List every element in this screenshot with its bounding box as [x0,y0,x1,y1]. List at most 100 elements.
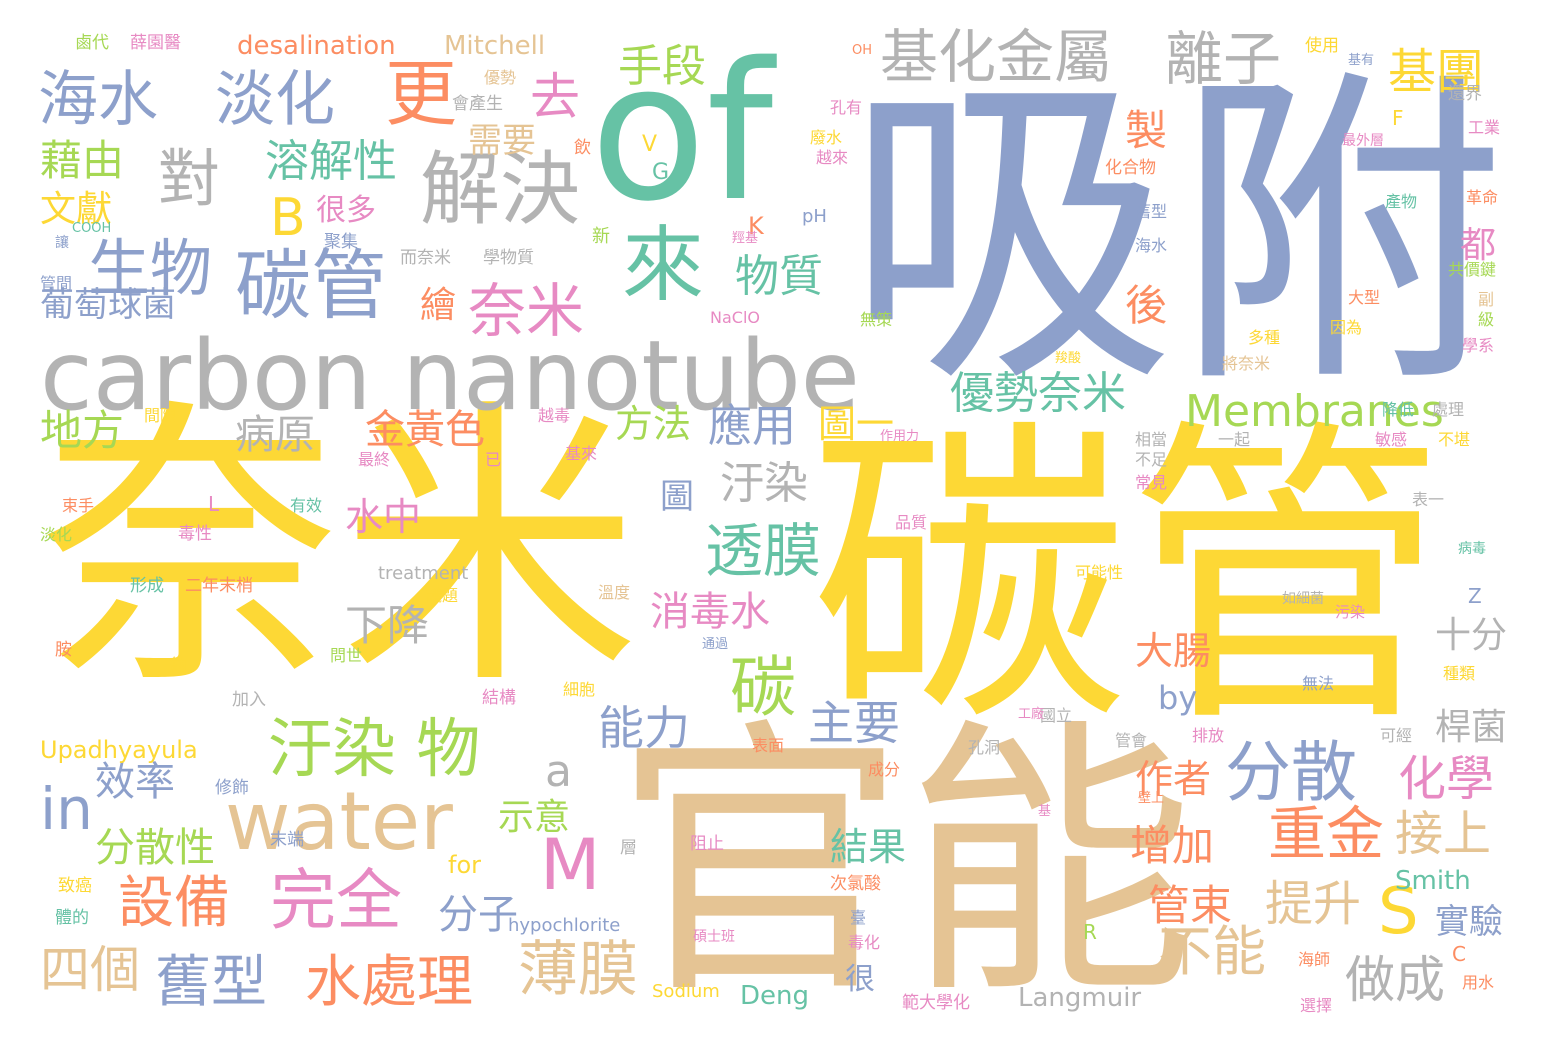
word-result: 結果 [830,825,907,869]
word-possibility: 可能性 [1075,563,1124,582]
word-structure: 結構 [482,688,516,708]
word-membranes: Membranes [1185,386,1444,437]
word-heavy-metal: 重金 [1268,800,1385,868]
word-helpless: 束手 [62,496,95,515]
word-sensitive: 敏感 [1375,430,1408,449]
word-process: 處理 [1432,400,1465,419]
word-ability: 能力 [598,701,690,755]
word-poisoning: 毒化 [848,933,881,952]
word-pass: 通過 [702,637,729,652]
word-put-nano: 將奈米 [1222,354,1271,373]
word-dispersibility: 分散性 [95,825,215,871]
word-nano-main: 奈米 [40,375,640,724]
word-naclo: NaClO [710,308,760,327]
word-r: R [1083,920,1097,944]
word-department: 學系 [1462,336,1495,355]
word-halo: 鹵代 [75,33,109,53]
word-more: 更 [385,52,458,136]
word-new: 新 [592,226,610,247]
word-between-tubes: 管間 [40,274,73,293]
word-common: 常見 [1135,473,1168,492]
word-masters: 碩士班 [693,929,735,945]
word-after: 後 [1125,281,1168,330]
word-solve: 解決 [420,143,580,236]
word-national: 國立 [1040,706,1073,725]
word-main: 主要 [808,696,900,750]
word-end: 末端 [270,830,304,850]
word-treatment: treatment [378,563,469,584]
word-product: 產物 [1385,192,1418,211]
word-carbon-tube-main: 碳管 [810,394,1446,764]
word-ph: pH [802,206,827,227]
word-method: 方法 [615,402,692,446]
word-sub: 副 [1478,290,1495,309]
word-factory: 工廠 [1018,707,1045,722]
word-pores: 孔洞 [968,738,1001,757]
word-chem-substance: 學物質 [483,248,534,268]
word-application: 應用 [708,401,796,452]
word-of: of [590,22,774,243]
word-f: F [1392,106,1404,130]
word-contamination: 污染 [1335,603,1366,621]
word-advantage: 優勢 [484,68,517,87]
word-pollutant: 汙染 物 [268,713,481,787]
word-molecule: 分子 [438,892,518,938]
word-pore: 孔有 [830,98,863,117]
word-sodium-zh: 鈉 [170,656,187,676]
word-remove: 去 [530,68,580,126]
word-produce: 會產生 [452,94,503,114]
word-outermost: 最外層 [1342,133,1384,149]
word-and-nano: 而奈米 [400,248,451,268]
word-s: S [1378,875,1419,949]
word-thin-film: 薄膜 [518,935,638,1005]
word-literature: 文獻 [40,189,113,230]
word-water-use: 用水 [1462,973,1495,992]
word-via: 藉由 [40,136,125,185]
word-teacher: 海師 [1298,950,1331,969]
word-already: 已 [485,450,502,469]
word-author: 作者 [1135,757,1212,801]
word-z: Z [1468,584,1482,608]
word-wastewater: 廢水 [810,128,843,147]
word-quality: 品質 [895,513,928,532]
word-desalination: desalination [237,31,396,61]
word-functional: 官能 [615,696,1195,1033]
word-experiment: 實驗 [1435,902,1503,942]
word-oh: OH [852,43,873,58]
word-unable: 無法 [1302,674,1335,693]
word-draw: 繪 [420,285,457,326]
word-ion: 離子 [1165,25,1282,93]
word-figure: 圖 [660,477,694,517]
word-for: for [448,851,481,879]
word-by: by [1158,679,1198,717]
word-covalent: 共價鍵 [1448,260,1497,279]
word-tube-bundle: 管束 [1148,881,1233,930]
word-group: 基團 [1388,44,1485,100]
word-sodium: Sodium [652,981,720,1002]
word-in: in [40,775,93,843]
word-revolution: 革命 [1466,188,1499,207]
word-together: 一起 [1218,430,1251,449]
word-hydroxyl: 羥基 [732,231,759,246]
word-complete: 完全 [270,862,402,939]
word-has-group: 基有 [1348,53,1375,68]
word-very-2: 很 [845,962,875,997]
word-bio: 生物 [88,232,213,305]
word-no-strategy: 無策 [860,310,893,329]
word-choose: 選擇 [1300,996,1333,1015]
word-a: a [545,746,572,797]
word-prevent: 阻止 [690,834,724,854]
word-add: 加入 [232,690,266,710]
word-boundary: 還界 [1448,84,1482,104]
word-disperse: 分散 [1225,734,1357,811]
word-modify: 修飾 [215,778,249,798]
word-seawater-2: 海水 [1135,236,1168,255]
word-made-into: 做成 [1345,951,1445,1009]
word-metal: 基化金屬 [880,23,1113,91]
word-langmuir: Langmuir [1018,983,1142,1013]
word-substance: 物質 [735,251,823,302]
word-water-treatment: 水處理 [305,950,473,1015]
word-bacillus: 桿菌 [1435,707,1508,748]
word-type: 種類 [1443,664,1476,683]
